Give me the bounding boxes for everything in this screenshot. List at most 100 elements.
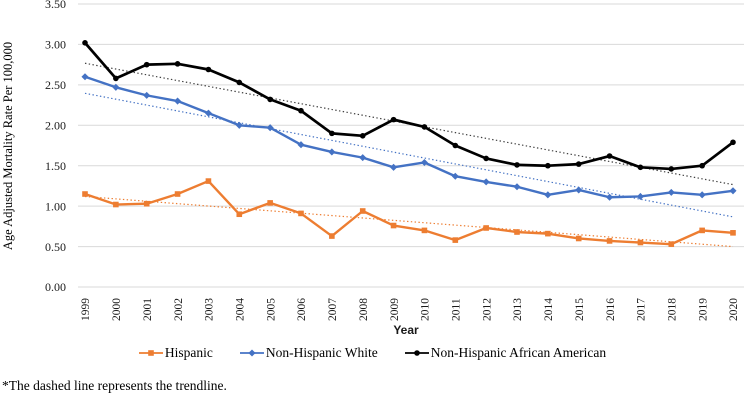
x-axis-tick-labels: 1999 2000 2001 2002 2003 2004 2005 2006 2007 2008… xyxy=(80,298,740,321)
x-tick-label: 2014 xyxy=(543,298,555,321)
x-tick-label: 2009 xyxy=(389,298,401,321)
data-point-non-hispanic-white xyxy=(636,192,644,200)
legend: Hispanic Non-Hispanic White Non-Hispanic A… xyxy=(0,342,744,364)
gridlines xyxy=(78,3,744,288)
data-point-non-hispanic-african-american xyxy=(143,61,150,68)
y-tick-label: 1.50 xyxy=(45,159,66,173)
data-point-non-hispanic-white xyxy=(174,97,182,105)
series-hispanic xyxy=(82,178,736,247)
data-point-hispanic xyxy=(606,238,613,244)
legend-swatch-non-hispanic-african-american xyxy=(404,350,429,356)
x-tick-label: 2007 xyxy=(327,298,339,321)
data-point-non-hispanic-african-american xyxy=(514,162,520,168)
x-tick-label: 2013 xyxy=(512,298,524,321)
series-line-hispanic xyxy=(83,179,735,246)
data-point-hispanic xyxy=(575,235,582,242)
legend-swatch-marker xyxy=(413,350,420,356)
y-axis-title: Age Adjusted Mortality Rate Per 100,000 xyxy=(1,42,15,250)
data-point-non-hispanic-white xyxy=(606,193,614,201)
data-point-hispanic xyxy=(514,229,520,235)
data-point-non-hispanic-african-american xyxy=(359,132,366,139)
x-tick-label: 2016 xyxy=(605,298,617,321)
x-tick-label: 2018 xyxy=(666,298,678,321)
data-point-non-hispanic-african-american xyxy=(730,139,736,146)
x-tick-label: 2005 xyxy=(265,298,277,321)
legend-item-non-hispanic-african-american: Non-Hispanic African American xyxy=(404,345,606,361)
data-point-non-hispanic-white xyxy=(544,191,552,199)
data-point-non-hispanic-african-american xyxy=(329,130,335,137)
data-point-non-hispanic-african-american xyxy=(699,162,705,169)
series-line-non-hispanic-white xyxy=(83,75,735,199)
data-point-non-hispanic-african-american xyxy=(452,142,459,149)
trendline-non-hispanic-white xyxy=(84,92,734,218)
data-point-non-hispanic-african-american xyxy=(174,61,181,67)
legend-label-non-hispanic-white: Non-Hispanic White xyxy=(265,345,378,360)
data-point-non-hispanic-white xyxy=(328,148,336,156)
y-axis-tick-labels: 0.00 0.50 1.00 1.50 2.00 2.50 3.00 3.50 xyxy=(45,0,66,294)
data-point-hispanic xyxy=(483,225,489,231)
data-point-non-hispanic-white xyxy=(729,187,737,195)
x-tick-label: 2019 xyxy=(697,298,709,321)
data-point-non-hispanic-white xyxy=(420,158,428,167)
data-point-hispanic xyxy=(637,239,644,246)
y-tick-label: 2.00 xyxy=(45,118,66,132)
data-point-non-hispanic-white xyxy=(451,172,459,180)
series-line-non-hispanic-african-american xyxy=(83,41,735,171)
y-tick-label: 3.00 xyxy=(45,38,66,52)
x-tick-label: 2008 xyxy=(358,298,370,321)
x-tick-label: 2010 xyxy=(420,298,432,321)
data-point-hispanic xyxy=(730,230,736,236)
data-point-non-hispanic-white xyxy=(81,73,89,81)
y-tick-label: 3.50 xyxy=(45,0,66,11)
legend-swatch-non-hispanic-white xyxy=(239,349,264,357)
data-point-non-hispanic-african-american xyxy=(545,162,551,169)
data-point-hispanic xyxy=(174,191,181,197)
y-tick-label: 1.00 xyxy=(45,199,66,213)
data-point-non-hispanic-white xyxy=(667,188,675,196)
y-tick-label: 0.50 xyxy=(45,240,66,254)
y-tick-label: 2.50 xyxy=(45,78,66,92)
data-point-non-hispanic-white xyxy=(482,178,490,186)
data-point-non-hispanic-african-american xyxy=(606,153,613,159)
data-point-hispanic xyxy=(545,230,551,237)
x-tick-label: 2001 xyxy=(142,298,154,321)
x-tick-label: 2011 xyxy=(450,298,462,321)
x-tick-label: 2004 xyxy=(234,298,246,321)
data-point-non-hispanic-african-american xyxy=(236,79,243,86)
data-point-non-hispanic-white xyxy=(513,183,521,191)
data-point-non-hispanic-african-american xyxy=(267,96,273,103)
x-tick-label: 2015 xyxy=(574,298,586,321)
line-chart: 0.00 0.50 1.00 1.50 2.00 2.50 3.00 3.50 1999 200… xyxy=(1,0,744,337)
data-point-non-hispanic-white xyxy=(112,83,120,91)
trendlines xyxy=(84,62,734,248)
data-point-non-hispanic-african-american xyxy=(113,75,119,82)
data-point-hispanic xyxy=(82,191,88,197)
data-point-hispanic xyxy=(390,222,397,229)
legend-swatch-marker xyxy=(248,349,256,357)
data-point-hispanic xyxy=(236,211,243,218)
data-point-hispanic xyxy=(421,227,428,234)
data-point-non-hispanic-african-american xyxy=(483,155,489,162)
data-point-non-hispanic-white xyxy=(575,186,583,194)
data-point-non-hispanic-white xyxy=(359,154,367,162)
series-non-hispanic-white xyxy=(81,73,737,201)
legend-swatch-marker xyxy=(148,350,154,356)
x-tick-label: 2003 xyxy=(204,298,216,321)
data-point-hispanic xyxy=(113,201,119,208)
legend-label-hispanic: Hispanic xyxy=(164,345,213,360)
data-point-non-hispanic-african-american xyxy=(421,124,428,130)
legend-swatch-hispanic xyxy=(138,350,163,356)
data-point-non-hispanic-african-american xyxy=(637,164,644,171)
legend-item-non-hispanic-white: Non-Hispanic White xyxy=(239,345,378,361)
data-point-non-hispanic-african-american xyxy=(82,40,88,46)
data-series xyxy=(81,40,737,247)
x-tick-label: 2000 xyxy=(111,298,123,321)
x-tick-label: 2020 xyxy=(728,298,740,321)
data-point-non-hispanic-african-american xyxy=(205,66,212,73)
x-tick-label: 2006 xyxy=(296,298,308,321)
data-point-hispanic xyxy=(298,210,304,217)
data-point-hispanic xyxy=(452,237,459,243)
data-point-hispanic xyxy=(668,241,675,247)
data-point-non-hispanic-white xyxy=(698,191,706,199)
